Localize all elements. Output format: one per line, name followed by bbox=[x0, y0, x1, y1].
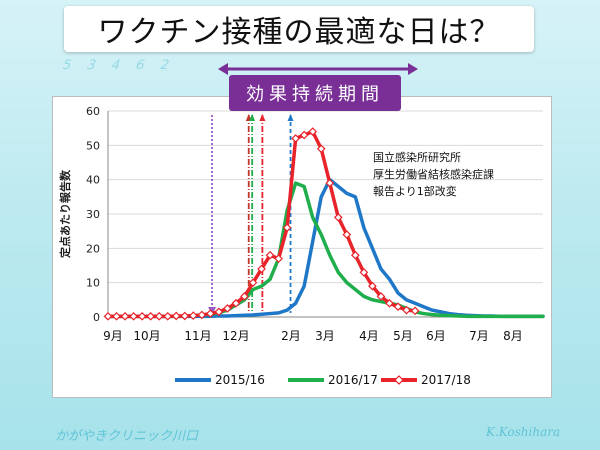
source-note-line: 厚生労働省結核感染症課 bbox=[373, 167, 494, 181]
influenza-chart: 0 10 20 30 40 50 60 定点あたり報告数 9月 10月 11月 12月 2月 3月 4月 5月… bbox=[58, 105, 545, 387]
y-tick-label: 10 bbox=[86, 277, 100, 290]
marker-arrow-up bbox=[249, 114, 256, 121]
y-tick-label: 0 bbox=[93, 311, 100, 324]
data-point bbox=[137, 311, 147, 321]
y-tick-label: 40 bbox=[86, 174, 100, 187]
data-point bbox=[351, 250, 360, 260]
x-tick-label: 4月 bbox=[359, 329, 379, 343]
data-point bbox=[129, 311, 138, 321]
data-point bbox=[240, 292, 249, 301]
decorative-digits: 5 3 4 6 2 bbox=[60, 58, 178, 73]
data-point bbox=[103, 311, 113, 321]
data-point bbox=[333, 213, 343, 222]
legend-label: 2015/16 bbox=[215, 373, 265, 387]
data-point bbox=[146, 311, 155, 321]
data-point bbox=[120, 311, 130, 321]
duration-arrow-icon bbox=[218, 63, 418, 75]
data-point bbox=[248, 278, 258, 288]
y-tick-label: 50 bbox=[86, 139, 100, 152]
duration-banner-label: 効果持続期間 bbox=[246, 84, 384, 105]
data-point bbox=[342, 230, 352, 239]
chart-container: 0 10 20 30 40 50 60 定点あたり報告数 9月 10月 11月 12月 2月 3月 4月 5月… bbox=[52, 96, 552, 398]
data-point bbox=[265, 250, 275, 260]
x-tick-label: 6月 bbox=[426, 329, 446, 343]
footer-clinic-name: かがやきクリニック川口 bbox=[55, 429, 199, 444]
data-point bbox=[393, 302, 403, 312]
data-point bbox=[197, 310, 207, 320]
y-tick-label: 30 bbox=[86, 208, 100, 221]
data-point bbox=[206, 309, 215, 318]
data-point bbox=[257, 264, 266, 274]
x-tick-label: 7月 bbox=[469, 329, 489, 343]
data-point bbox=[112, 311, 121, 321]
legend-label: 2017/18 bbox=[421, 373, 471, 387]
x-tick-label: 10月 bbox=[133, 329, 160, 343]
series-line-2016-17 bbox=[106, 181, 545, 319]
x-tick-label: 2月 bbox=[281, 329, 301, 343]
x-tick-label: 11月 bbox=[184, 329, 211, 343]
data-point bbox=[299, 130, 309, 140]
data-point bbox=[316, 144, 326, 154]
data-point bbox=[291, 134, 300, 143]
data-point bbox=[188, 311, 198, 320]
data-point bbox=[410, 306, 420, 316]
data-point bbox=[359, 268, 369, 277]
data-point bbox=[163, 311, 173, 321]
y-tick-label: 20 bbox=[86, 242, 100, 255]
data-point bbox=[376, 292, 386, 301]
data-point bbox=[274, 254, 283, 263]
data-point bbox=[308, 127, 318, 136]
data-point bbox=[214, 307, 224, 317]
data-point bbox=[231, 298, 241, 308]
source-note-line: 国立感染所研究所 bbox=[373, 150, 461, 164]
data-point bbox=[171, 311, 181, 321]
data-point bbox=[223, 304, 232, 313]
title-box: ワクチン接種の最適な日は？ bbox=[64, 6, 534, 52]
legend-marker bbox=[394, 375, 404, 385]
source-note-line: 報告より1部改変 bbox=[373, 184, 457, 198]
y-axis-label: 定点あたり報告数 bbox=[58, 169, 72, 258]
x-tick-label: 8月 bbox=[503, 329, 523, 343]
data-point bbox=[368, 281, 377, 291]
data-point bbox=[385, 298, 394, 308]
slide-title: ワクチン接種の最適な日は？ bbox=[97, 15, 501, 50]
x-tick-label: 3月 bbox=[315, 329, 335, 343]
y-tick-label: 60 bbox=[86, 105, 100, 118]
marker-arrow-up bbox=[259, 114, 266, 121]
data-point bbox=[325, 178, 335, 188]
marker-arrow-up bbox=[287, 114, 294, 121]
legend-label: 2016/17 bbox=[328, 373, 378, 387]
x-tick-label: 5月 bbox=[393, 329, 413, 343]
data-point bbox=[282, 223, 292, 233]
duration-banner: 効果持続期間 bbox=[229, 75, 401, 111]
data-point bbox=[402, 305, 411, 315]
data-point bbox=[154, 311, 164, 321]
x-tick-label: 9月 bbox=[103, 329, 123, 343]
x-tick-label: 12月 bbox=[222, 329, 249, 343]
data-point bbox=[180, 311, 190, 321]
footer-author: K.Koshihara bbox=[486, 425, 561, 439]
